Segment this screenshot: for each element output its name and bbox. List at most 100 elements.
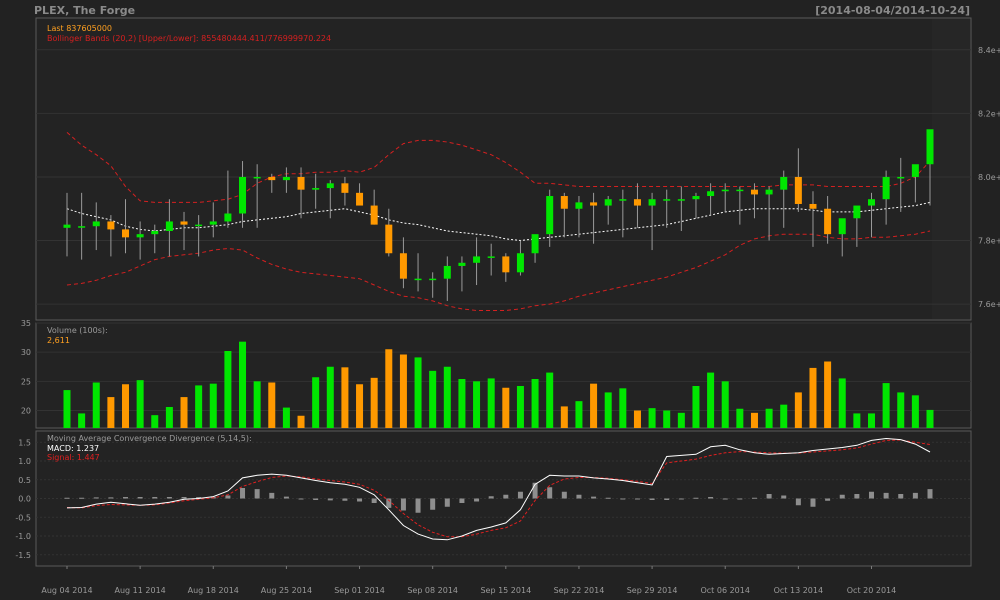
- volume-y-tick-label: 35: [21, 319, 31, 328]
- candle-up: [195, 224, 203, 227]
- candle-up: [282, 176, 290, 181]
- volume-bar: [443, 366, 451, 428]
- macd-histogram-bar: [240, 488, 246, 499]
- macd-histogram-bar: [444, 498, 450, 507]
- candle-down: [370, 205, 378, 225]
- macd-y-tick-label: -0.5: [15, 513, 31, 522]
- candle-down: [356, 192, 364, 206]
- panel-gutter: [932, 19, 970, 319]
- candle-up: [239, 176, 247, 214]
- bollinger-upper-band: [66, 132, 931, 203]
- macd-histogram-bar: [781, 495, 787, 499]
- candle-up: [853, 205, 861, 219]
- x-tick-label: Sep 15 2014: [480, 586, 531, 595]
- volume-bar: [399, 354, 407, 428]
- volume-bar: [926, 409, 934, 428]
- candle-up: [209, 221, 217, 225]
- macd-histogram-bar: [751, 497, 757, 499]
- macd-histogram-bar: [386, 498, 392, 508]
- date-range: [2014-08-04/2014-10-24]: [815, 4, 970, 17]
- volume-bar: [356, 384, 364, 428]
- volume-bar: [560, 406, 568, 428]
- volume-bar: [414, 357, 422, 428]
- macd-histogram-bar: [313, 498, 319, 500]
- macd-histogram-bar: [415, 498, 421, 513]
- macd-histogram-bar: [64, 497, 70, 499]
- macd-histogram-bar: [634, 498, 640, 500]
- macd-histogram-bar: [795, 498, 801, 506]
- macd-histogram-bar: [883, 492, 889, 499]
- volume-bar: [736, 408, 744, 428]
- macd-y-tick-label: 0.5: [18, 476, 31, 485]
- volume-bar: [458, 379, 466, 428]
- macd-histogram-bar: [576, 494, 582, 499]
- macd-histogram-bar: [371, 498, 377, 503]
- price-y-tick-label: 8.2e+08: [978, 109, 1000, 118]
- volume-y-tick-label: 30: [21, 348, 31, 357]
- macd-histogram-bar: [854, 494, 860, 499]
- volume-bar: [195, 385, 203, 428]
- candle-down: [824, 208, 832, 235]
- volume-bar: [794, 392, 802, 428]
- candle-down: [633, 199, 641, 206]
- macd-histogram-bar: [693, 497, 699, 499]
- macd-histogram-bar: [868, 491, 874, 499]
- macd-histogram-bar: [283, 496, 289, 499]
- candle-up: [882, 176, 890, 200]
- macd-histogram-bar: [825, 498, 831, 501]
- macd-histogram-bar: [678, 498, 684, 500]
- macd-histogram-bar: [181, 497, 187, 499]
- candle-down: [590, 202, 598, 206]
- x-tick-label: Sep 29 2014: [627, 586, 678, 595]
- macd-histogram-bar: [459, 498, 465, 503]
- volume-bar: [297, 415, 305, 428]
- volume-bar: [721, 381, 729, 428]
- x-tick-label: Aug 04 2014: [41, 586, 92, 595]
- macd-histogram-bar: [488, 496, 494, 499]
- volume-bar: [516, 386, 524, 428]
- macd-histogram-bar: [474, 498, 480, 502]
- volume-bar: [897, 392, 905, 428]
- candle-up: [663, 199, 671, 201]
- volume-bar: [663, 410, 671, 428]
- volume-bar: [473, 381, 481, 428]
- candle-up: [531, 234, 539, 254]
- macd-histogram-bar: [722, 498, 728, 500]
- candle-up: [458, 262, 466, 266]
- candle-up: [838, 218, 846, 235]
- volume-title: Volume (100s):: [47, 326, 108, 335]
- candle-up: [487, 256, 495, 258]
- macd-histogram-bar: [547, 487, 553, 499]
- macd-histogram-bar: [839, 494, 845, 499]
- macd-histogram-bar: [400, 498, 406, 511]
- bollinger-lower-band: [66, 230, 931, 311]
- volume-bar: [341, 367, 349, 428]
- volume-bar: [92, 382, 100, 428]
- candle-down: [502, 256, 510, 273]
- price-y-tick-label: 8.4e+08: [978, 46, 1000, 55]
- candle-up: [92, 221, 100, 227]
- macd-histogram-bar: [927, 489, 933, 499]
- candle-down: [399, 253, 407, 279]
- candle-up: [78, 226, 86, 228]
- price-y-tick-label: 7.8e+08: [978, 237, 1000, 246]
- candle-up: [165, 221, 173, 231]
- macd-histogram-bar: [503, 494, 509, 499]
- candle-down: [107, 221, 115, 230]
- macd-histogram-bar: [298, 498, 304, 500]
- macd-y-tick-label: -1.5: [15, 551, 31, 560]
- macd-histogram-bar: [649, 498, 655, 500]
- candle-down: [297, 176, 305, 190]
- volume-bar: [268, 382, 276, 428]
- candle-up: [765, 189, 773, 195]
- macd-histogram-bar: [123, 497, 129, 499]
- macd-histogram-bar: [430, 498, 436, 510]
- chart-title: PLEX, The Forge: [34, 4, 136, 17]
- macd-histogram-bar: [196, 497, 202, 499]
- volume-bar: [809, 367, 817, 428]
- candle-up: [897, 176, 905, 179]
- volume-bar: [385, 349, 393, 428]
- macd-histogram-bar: [810, 498, 816, 507]
- volume-bar: [824, 361, 832, 428]
